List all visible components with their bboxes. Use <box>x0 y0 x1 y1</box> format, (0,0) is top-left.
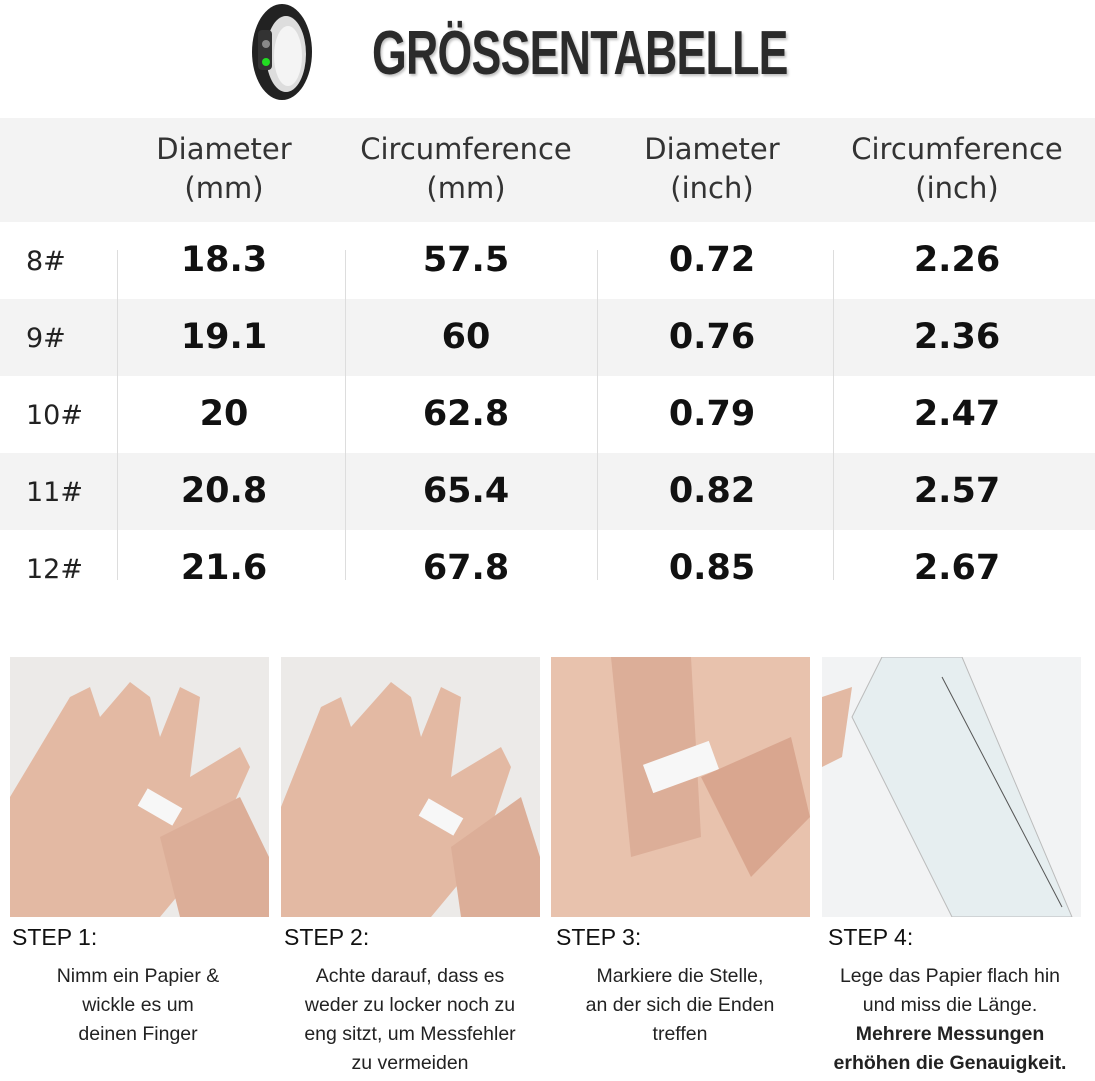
step-text-line: Lege das Papier flach hin <box>839 965 1061 987</box>
step-text-line: weder zu locker noch zu <box>304 994 516 1016</box>
step-text-line: Achte darauf, dass es <box>315 965 505 987</box>
table-cell: 0.79 <box>668 394 756 434</box>
step-label: STEP 2: <box>284 924 370 950</box>
smart-ring-image <box>252 4 312 100</box>
table-row: 10# 20 62.8 0.79 2.47 <box>0 376 1095 453</box>
step-description: Nimm ein Papier & wickle es um deinen Fing… <box>3 962 273 1049</box>
step-label: STEP 1: <box>12 924 98 950</box>
header-circumference-mm: Circumference (mm) <box>360 132 572 205</box>
ring-size: 12# <box>26 554 83 585</box>
table-row: 9# 19.1 60 0.76 2.36 <box>0 299 1095 376</box>
table-cell: 20.8 <box>180 471 268 511</box>
step-1-photo <box>10 657 269 917</box>
step-description: Markiere die Stelle, an der sich die Ende… <box>545 962 815 1049</box>
table-row: 12# 21.6 67.8 0.85 2.67 <box>0 530 1095 607</box>
table-header: Diameter (mm) Circumference (mm) Diameter(… <box>0 118 1095 222</box>
step-2-photo <box>281 657 540 917</box>
table-cell: 0.76 <box>668 317 756 357</box>
step-description: Achte darauf, dass es weder zu locker noc… <box>275 962 545 1078</box>
table-cell: 67.8 <box>422 548 510 588</box>
ring-size: 8# <box>26 246 66 277</box>
table-cell: 2.67 <box>913 548 1001 588</box>
ring-size: 10# <box>26 400 83 431</box>
table-cell: 20 <box>199 394 249 434</box>
step-text-line: deinen Finger <box>78 1023 198 1045</box>
step-text-line: treffen <box>652 1023 708 1045</box>
step-text-line: zu vermeiden <box>351 1052 469 1074</box>
table-cell: 21.6 <box>180 548 268 588</box>
step-text-line: wickle es um <box>82 994 194 1016</box>
table-cell: 18.3 <box>180 240 268 280</box>
header-diameter-inch: Diameter (inch) <box>644 132 780 205</box>
header-circumference-inch: Circumference (inch) <box>851 132 1063 205</box>
table-row: 8# 18.3 57.5 0.72 2.26 <box>0 222 1095 299</box>
step-text-line: eng sitzt, um Messfehler <box>304 1023 516 1045</box>
table-cell: 0.85 <box>668 548 756 588</box>
page-title: GRÖSSENTABELLE <box>372 19 788 88</box>
table-cell: 19.1 <box>180 317 268 357</box>
table-cell: 2.36 <box>913 317 1001 357</box>
table-cell: 0.72 <box>668 240 756 280</box>
step-text-line: Nimm ein Papier & <box>56 965 220 987</box>
step-bold-line: Mehrere Messungen <box>855 1023 1045 1045</box>
step-3-photo <box>551 657 810 917</box>
column-divider <box>345 250 346 580</box>
table-row: 11# 20.8 65.4 0.82 2.57 <box>0 453 1095 530</box>
table-cell: 2.47 <box>913 394 1001 434</box>
column-divider <box>597 250 598 580</box>
column-divider <box>117 250 118 580</box>
ring-size: 9# <box>26 323 66 354</box>
step-description: Lege das Papier flach hin und miss die Lä… <box>815 962 1085 1078</box>
step-4-photo <box>822 657 1081 917</box>
step-text-line: Markiere die Stelle, <box>596 965 764 987</box>
table-cell: 65.4 <box>422 471 510 511</box>
ring-size: 11# <box>26 477 83 508</box>
header-diameter-mm: Diameter (mm) <box>156 132 292 205</box>
step-label: STEP 4: <box>828 924 914 950</box>
step-bold-line: erhöhen die Genauigkeit. <box>833 1052 1067 1074</box>
step-label: STEP 3: <box>556 924 642 950</box>
column-divider <box>833 250 834 580</box>
table-cell: 2.26 <box>913 240 1001 280</box>
table-cell: 57.5 <box>422 240 510 280</box>
step-text-line: an der sich die Enden <box>585 994 775 1016</box>
table-cell: 62.8 <box>422 394 510 434</box>
table-cell: 2.57 <box>913 471 1001 511</box>
table-cell: 0.82 <box>668 471 756 511</box>
step-text-line: und miss die Länge. <box>862 994 1038 1016</box>
table-cell: 60 <box>441 317 491 357</box>
